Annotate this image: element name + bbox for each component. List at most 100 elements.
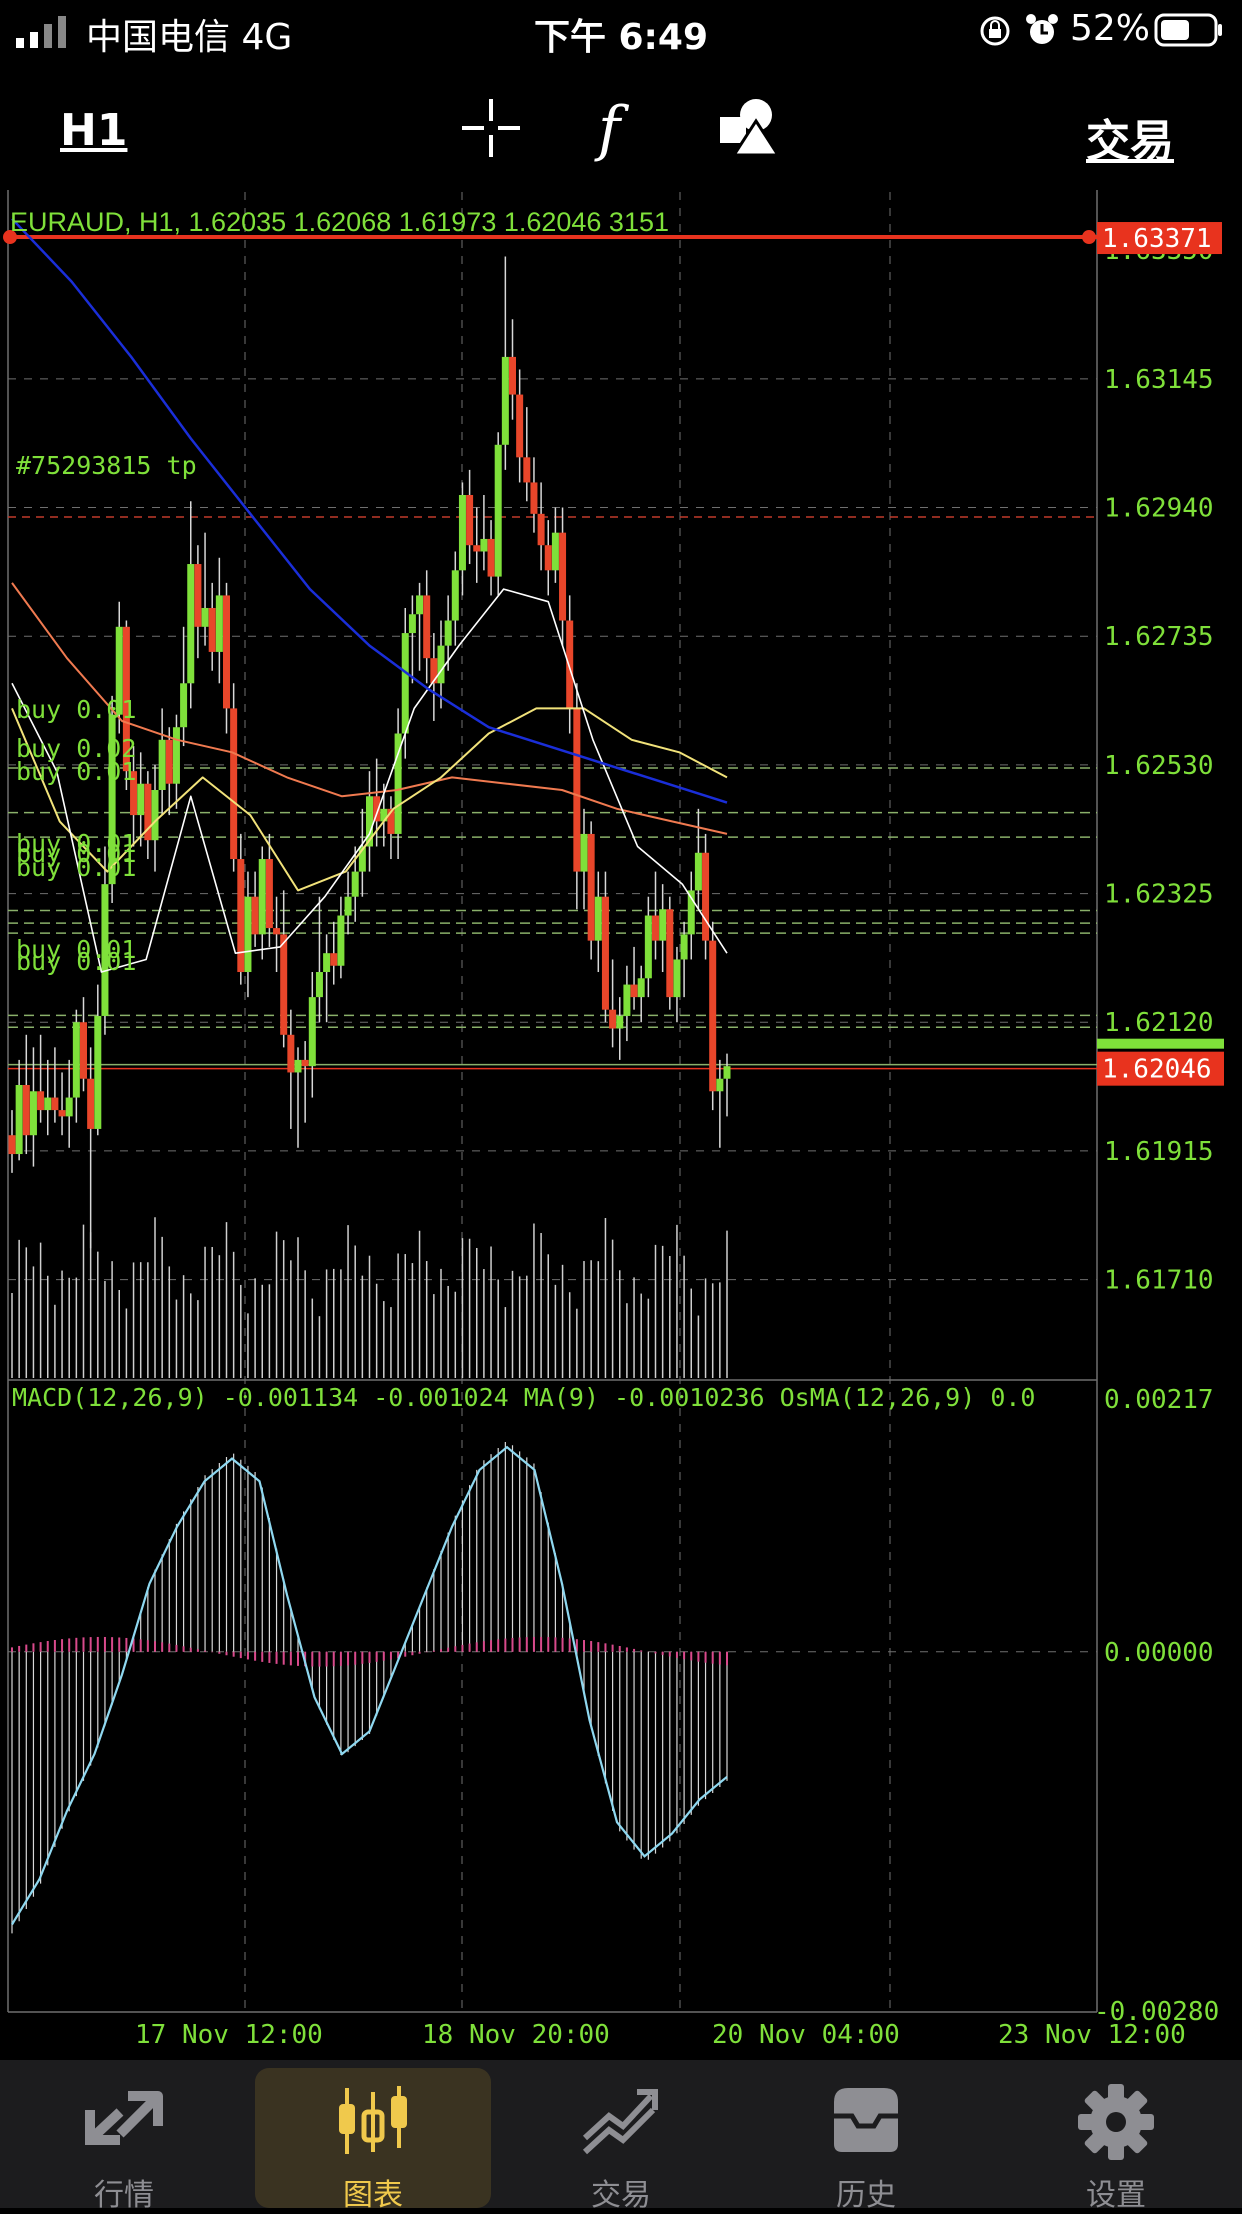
candle-body bbox=[652, 915, 659, 941]
candle-body bbox=[509, 356, 516, 395]
candle-body bbox=[344, 896, 352, 916]
candle-body bbox=[172, 727, 180, 784]
macd-axis-label: 0.00000 bbox=[1104, 1638, 1214, 1668]
candle-body bbox=[308, 997, 316, 1067]
nav-history[interactable]: 历史 bbox=[748, 2060, 984, 2213]
candle-body bbox=[29, 1091, 37, 1136]
objects-icon[interactable] bbox=[716, 93, 782, 159]
symbol-info: EURAUD, H1, 1.62035 1.62068 1.61973 1.62… bbox=[10, 207, 669, 237]
time-axis-label: 17 Nov 12:00 bbox=[135, 2020, 323, 2050]
order-label: buy 0.02 bbox=[16, 734, 136, 763]
candle-body bbox=[366, 796, 373, 847]
candle-body bbox=[208, 607, 216, 652]
candle-body bbox=[373, 796, 381, 822]
candle-body bbox=[122, 626, 130, 772]
candle-body bbox=[687, 890, 695, 935]
candle-body bbox=[501, 356, 509, 445]
candle-body bbox=[587, 833, 595, 941]
nav-history-label: 历史 bbox=[836, 2178, 896, 2213]
candle-body bbox=[580, 833, 588, 872]
bottom-navigation: 行情 图表 交易 历史 bbox=[0, 2060, 1242, 2213]
candle-body bbox=[108, 714, 116, 885]
candle-body bbox=[315, 972, 323, 998]
candle-body bbox=[530, 482, 538, 514]
price-chart[interactable]: 1.63145 1.62940 1.62735 1.62530 1.62325 1.621… bbox=[0, 190, 1242, 2050]
candle-body bbox=[94, 1015, 102, 1129]
quotes-icon bbox=[85, 2091, 163, 2145]
candle-body bbox=[673, 959, 681, 998]
candle-body bbox=[273, 928, 281, 935]
trade-button[interactable]: 交易 bbox=[1086, 116, 1174, 167]
candle-body bbox=[723, 1066, 731, 1079]
candle-body bbox=[201, 607, 209, 627]
macd-signal-line bbox=[11, 1445, 728, 1926]
line-handle-left bbox=[3, 230, 17, 245]
candle-body bbox=[551, 532, 559, 571]
nav-settings[interactable]: 设置 bbox=[998, 2060, 1234, 2213]
svg-text:f: f bbox=[594, 94, 630, 163]
order-label: buy 0.01 bbox=[16, 947, 136, 976]
candle-body bbox=[451, 570, 459, 621]
order-label: buy 0.01 bbox=[16, 935, 136, 964]
price-axis-label: 1.62325 bbox=[1104, 880, 1214, 910]
candle-body bbox=[165, 739, 173, 784]
candle-body bbox=[702, 852, 710, 941]
nav-quotes[interactable]: 行情 bbox=[6, 2060, 242, 2213]
battery-icon bbox=[1154, 13, 1222, 47]
ma-white-line bbox=[11, 588, 728, 973]
price-axis-label: 1.62530 bbox=[1104, 751, 1214, 781]
crosshair-icon[interactable] bbox=[458, 95, 524, 161]
candle-body bbox=[258, 859, 266, 935]
timeframe-button[interactable]: H1 bbox=[60, 105, 128, 156]
nav-trade-label: 交易 bbox=[591, 2178, 651, 2213]
candle-body bbox=[44, 1097, 52, 1111]
candle-body bbox=[87, 1078, 95, 1129]
candle-body bbox=[408, 614, 416, 634]
candle-body bbox=[144, 783, 152, 841]
candle-body bbox=[630, 984, 638, 998]
order-label: buy 0.01 bbox=[16, 757, 136, 786]
candle-body bbox=[115, 626, 123, 715]
price-axis-label: 1.61915 bbox=[1104, 1137, 1214, 1167]
candle-body bbox=[494, 444, 502, 577]
candle-body bbox=[51, 1097, 59, 1111]
nav-chart-label: 图表 bbox=[343, 2178, 403, 2213]
macd-axis-label: -0.00280 bbox=[1094, 1997, 1219, 2027]
candlesticks bbox=[8, 256, 731, 1249]
candle-body bbox=[458, 495, 466, 571]
candle-body bbox=[544, 545, 552, 571]
macd-label: MACD(12,26,9) -0.001134 -0.001024 MA(9) … bbox=[12, 1383, 1036, 1412]
candle-body bbox=[466, 495, 474, 546]
function-icon[interactable]: f bbox=[592, 91, 642, 163]
candle-body bbox=[637, 978, 645, 998]
rotation-lock-icon bbox=[980, 16, 1010, 46]
nav-trade[interactable]: 交易 bbox=[503, 2060, 739, 2213]
line-handle-right bbox=[1082, 230, 1096, 245]
candle-body bbox=[244, 896, 252, 973]
bid-badge bbox=[1097, 1038, 1224, 1049]
candle-body bbox=[15, 1085, 23, 1155]
candle-body bbox=[330, 953, 338, 966]
candle-body bbox=[666, 909, 674, 998]
candle-body bbox=[430, 658, 438, 684]
price-axis-label: 1.62120 bbox=[1104, 1008, 1214, 1038]
nav-chart[interactable]: 图表 bbox=[255, 2060, 491, 2213]
candle-body bbox=[387, 808, 395, 834]
candle-body bbox=[644, 915, 652, 979]
candle-body bbox=[623, 984, 631, 1016]
candle-body bbox=[437, 645, 445, 684]
candle-body bbox=[130, 771, 138, 816]
candle-body bbox=[194, 564, 202, 627]
candle-body bbox=[537, 513, 545, 546]
candle-body bbox=[251, 896, 259, 935]
order-label: buy 0.01 bbox=[16, 853, 136, 882]
order-label: buy 0.01 bbox=[16, 695, 136, 724]
chart-labels: EURAUD, H1, 1.62035 1.62068 1.61973 1.62… bbox=[10, 207, 1036, 1412]
candle-body bbox=[294, 1059, 302, 1073]
candle-body bbox=[158, 739, 166, 790]
candle-body bbox=[559, 532, 567, 621]
chart-candles-icon bbox=[339, 2086, 407, 2154]
candle-body bbox=[444, 620, 452, 646]
trade-icon bbox=[582, 2089, 658, 2155]
carrier-label: 中国电信 4G bbox=[86, 17, 293, 58]
